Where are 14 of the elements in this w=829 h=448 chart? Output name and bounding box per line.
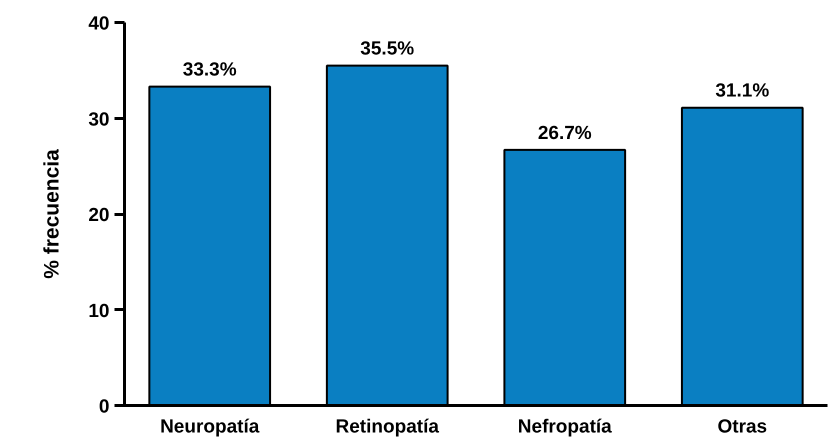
- y-tick-label: 40: [88, 14, 110, 34]
- data-label: 26.7%: [538, 122, 592, 144]
- y-tick-label: 20: [88, 205, 110, 226]
- data-label: 35.5%: [360, 38, 414, 60]
- data-label: 31.1%: [715, 80, 770, 102]
- x-tick-label: Retinopatía: [336, 416, 440, 438]
- y-tick-label: 10: [88, 300, 110, 322]
- y-tick-label: 0: [98, 396, 110, 418]
- y-tick-label: 30: [88, 109, 110, 130]
- x-tick-label: Nefropatía: [518, 416, 612, 438]
- x-tick-label: Neuropatía: [160, 416, 260, 438]
- x-tick-label: Otras: [717, 416, 768, 438]
- data-label: 33.3%: [182, 60, 237, 81]
- y-axis-title: % frecuencia: [40, 148, 64, 279]
